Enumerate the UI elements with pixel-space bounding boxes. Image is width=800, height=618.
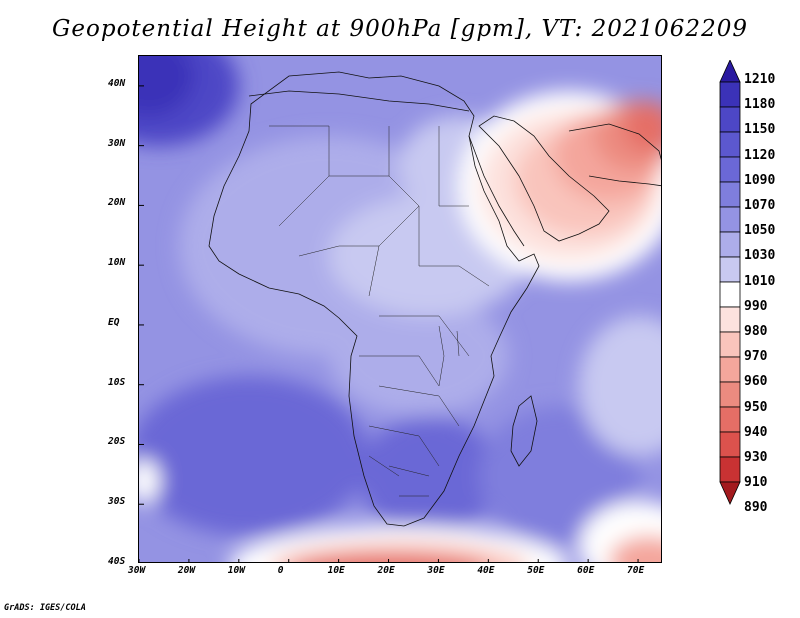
y-tick-label: EQ	[108, 316, 120, 328]
colorbar-level-label: 1120	[744, 147, 776, 163]
blob-so-core	[302, 554, 476, 562]
map-plot-area	[138, 55, 662, 563]
x-tick-label: 10E	[327, 565, 345, 576]
field-blobs	[139, 56, 661, 562]
x-tick-label: 0	[277, 565, 284, 576]
colorbar-swatch	[719, 156, 741, 183]
colorbar-swatch	[719, 356, 741, 383]
colorbar-level-label: 980	[744, 324, 768, 339]
colorbar-swatch	[719, 281, 741, 308]
colorbar	[719, 60, 741, 505]
colorbar-level-label: 1090	[744, 172, 776, 188]
y-tick-label: 30N	[108, 137, 126, 149]
blob-e-indian-ocean	[579, 316, 661, 456]
iran-coast	[568, 123, 661, 187]
map-title: Geopotential Height at 900hPa [gpm], VT:…	[52, 16, 748, 42]
blob-south-atlantic	[139, 376, 369, 536]
colorbar-swatch	[719, 231, 741, 258]
x-tick-label: 20W	[177, 565, 196, 576]
border-lines-south	[359, 315, 470, 497]
colorbar-swatch	[719, 331, 741, 358]
colorbar-level-label: 990	[744, 298, 768, 314]
x-tick-label: 50E	[527, 565, 545, 576]
blob-indian-ocean	[479, 406, 639, 546]
red-sea	[468, 135, 525, 247]
colorbar-level-label: 1180	[744, 97, 776, 113]
colorbar-bottom-arrow	[719, 481, 741, 505]
colorbar-level-label: 1210	[744, 72, 776, 87]
arabian-peninsula	[478, 115, 610, 242]
x-tick-label: 10W	[227, 565, 245, 576]
colorbar-level-label: 930	[744, 450, 768, 465]
map-svg	[139, 56, 661, 562]
y-tick-label: 20S	[108, 436, 126, 448]
country-borders	[269, 125, 490, 497]
colorbar-level-label: 1010	[744, 273, 776, 289]
colorbar-swatch	[719, 131, 741, 158]
y-tick-label: 40S	[108, 556, 126, 567]
colorbar-level-label: 940	[744, 424, 768, 440]
y-tick-label: 10N	[108, 257, 126, 269]
colorbar-level-label: 960	[744, 374, 768, 390]
colorbar-level-label: 1050	[744, 223, 776, 239]
blob-se-core	[609, 536, 661, 562]
colorbar-level-label: 1150	[744, 122, 776, 138]
madagascar	[510, 395, 538, 467]
x-tick-label: 30W	[128, 565, 146, 576]
coastlines	[208, 71, 661, 527]
blob-iran-core	[624, 101, 661, 151]
y-tick-label: 30S	[108, 496, 126, 508]
colorbar-level-label: 1070	[744, 198, 776, 213]
colorbar-level-label: 970	[744, 349, 768, 365]
colorbar-swatch	[719, 406, 741, 433]
great-lakes	[438, 325, 460, 387]
x-tick-label: 70E	[627, 565, 645, 576]
mediterranean	[248, 90, 470, 112]
colorbar-swatch	[719, 306, 741, 333]
colorbar-level-label: 1030	[744, 248, 776, 264]
colorbar-level-label: 910	[744, 475, 768, 491]
colorbar-swatch	[719, 81, 741, 108]
colorbar-swatch	[719, 181, 741, 208]
colorbar-swatch	[719, 381, 741, 408]
colorbar-swatch	[719, 256, 741, 283]
y-tick-label: 10S	[108, 376, 126, 388]
blob-nw-atlantic-core	[139, 56, 194, 116]
x-tick-label: 60E	[577, 565, 595, 576]
axis-tick-marks	[139, 85, 639, 562]
africa-coastline	[208, 71, 540, 527]
colorbar-swatch	[719, 206, 741, 233]
blob-west-low	[139, 459, 160, 503]
x-tick-label: 40E	[477, 565, 495, 576]
border-lines-north	[269, 125, 490, 297]
y-tick-label: 20N	[108, 197, 126, 209]
x-tick-label: 30E	[427, 565, 445, 576]
colorbar-top-arrow	[719, 60, 741, 83]
colorbar-swatch	[719, 106, 741, 133]
colorbar-level-label: 890	[744, 500, 768, 516]
x-tick-label: 20E	[377, 565, 395, 576]
y-tick-label: 40N	[108, 77, 126, 89]
grads-credit: GrADS: IGES/COLA	[4, 603, 86, 613]
colorbar-swatch	[719, 456, 741, 483]
colorbar-swatch	[719, 431, 741, 458]
colorbar-level-label: 950	[744, 399, 768, 415]
